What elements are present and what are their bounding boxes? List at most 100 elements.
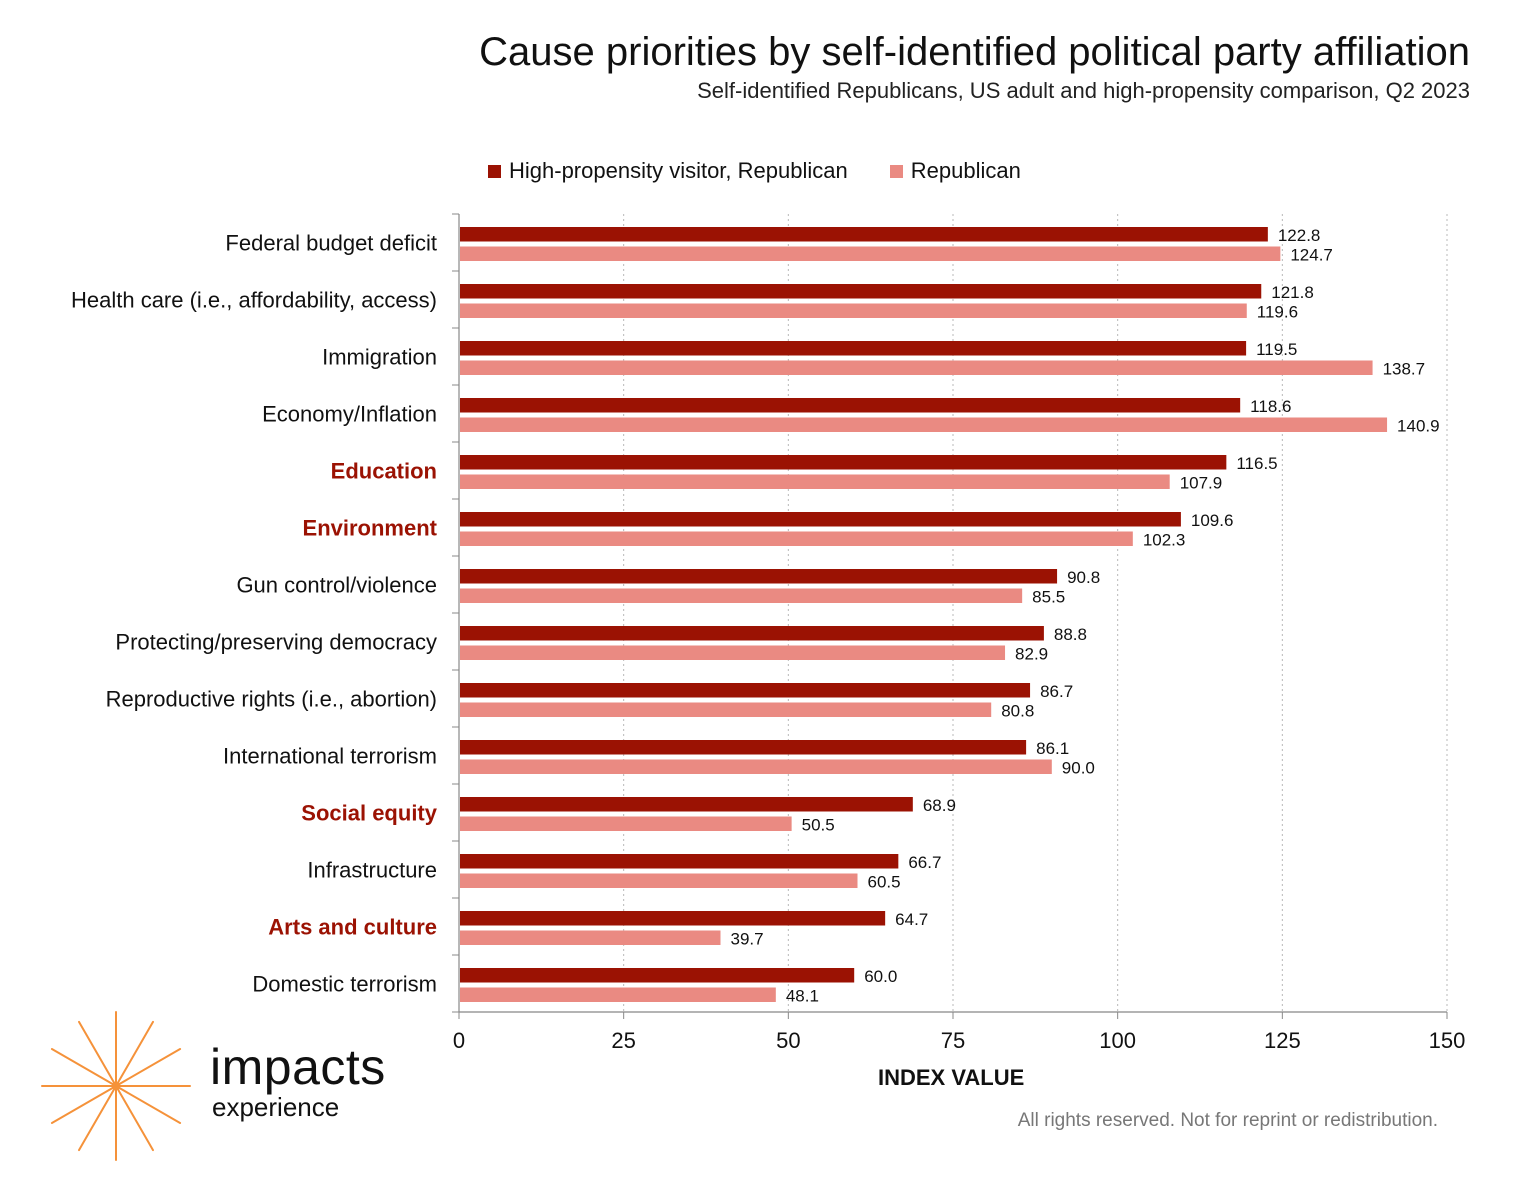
copyright-footer: All rights reserved. Not for reprint or … [1017,1110,1438,1131]
bar-high-propensity [460,227,1268,242]
data-label: 39.7 [730,930,763,949]
starburst-ray [50,1048,117,1087]
bar-high-propensity [460,911,886,926]
logo-subtext: experience [212,1092,340,1122]
bar-republican [460,759,1052,774]
data-label: 138.7 [1383,360,1426,379]
category-label: Federal budget deficit [225,231,437,256]
bar-high-propensity [460,797,913,812]
bar-republican [460,930,721,945]
data-label: 68.9 [923,796,956,815]
bar-republican [460,645,1006,660]
category-label: Reproductive rights (i.e., abortion) [106,687,437,712]
data-label: 122.8 [1278,226,1321,245]
logo-wordmark: impacts [210,1039,386,1095]
x-tick-label: 125 [1264,1028,1301,1053]
bar-high-propensity [460,398,1241,413]
legend: High-propensity visitor, Republican Repu… [488,158,1021,184]
bar-republican [460,588,1023,603]
category-label: Infrastructure [307,858,437,883]
data-label: 60.5 [867,873,900,892]
bar-high-propensity [460,683,1031,698]
data-label: 119.5 [1256,340,1297,359]
legend-swatch-high-propensity [488,164,501,178]
data-label: 60.0 [864,967,897,986]
bar-high-propensity [460,341,1247,356]
starburst-ray [115,1048,182,1087]
bar-republican [460,360,1373,375]
data-label: 140.9 [1397,417,1440,436]
bar-republican [460,702,992,717]
starburst-ray [115,1085,182,1124]
data-label: 86.1 [1036,739,1069,758]
bar-republican [460,246,1281,261]
category-label: Social equity [301,801,437,826]
category-label: Education [331,459,437,484]
category-label: Protecting/preserving democracy [115,630,437,655]
starburst-ray [50,1085,117,1124]
data-label: 107.9 [1180,474,1223,493]
bar-republican [460,303,1247,318]
category-label: Immigration [322,345,437,370]
legend-item-republican: Republican [889,158,1021,184]
bar-republican [460,531,1133,546]
starburst-ray [115,1020,154,1087]
data-label: 119.6 [1257,303,1298,322]
legend-item-high-propensity: High-propensity visitor, Republican [488,158,848,184]
bar-high-propensity [460,284,1262,299]
bar-high-propensity [460,854,899,869]
category-label: Health care (i.e., affordability, access… [71,288,437,313]
category-label: Gun control/violence [236,573,437,598]
data-label: 48.1 [786,987,819,1006]
data-label: 90.0 [1062,759,1095,778]
bar-republican [460,816,792,831]
bar-high-propensity [460,569,1058,584]
legend-label-republican: Republican [910,158,1021,183]
starburst-ray [78,1020,117,1087]
data-label: 124.7 [1290,246,1333,265]
starburst-ray [115,1085,154,1152]
data-label: 90.8 [1067,568,1100,587]
bar-high-propensity [460,740,1027,755]
x-tick-label: 50 [776,1028,800,1053]
bar-high-propensity [460,455,1227,470]
legend-swatch-republican [889,164,903,178]
data-label: 121.8 [1271,283,1314,302]
data-label: 86.7 [1040,682,1073,701]
x-tick-label: 100 [1099,1028,1136,1053]
chart-subtitle: Self-identified Republicans, US adult an… [697,78,1470,103]
category-label: Arts and culture [268,915,437,940]
x-tick-label: 150 [1429,1028,1466,1053]
bar-high-propensity [460,512,1181,527]
data-label: 80.8 [1001,702,1034,721]
chart-title: Cause priorities by self-identified poli… [479,30,1470,74]
category-label: Economy/Inflation [262,402,437,427]
data-label: 82.9 [1015,645,1048,664]
data-label: 85.5 [1032,588,1065,607]
bar-high-propensity [460,626,1044,641]
starburst-ray [78,1085,117,1152]
category-label: International terrorism [223,744,437,769]
bar-republican [460,987,776,1002]
starburst-icon [41,1011,191,1161]
x-tick-label: 75 [941,1028,965,1053]
data-label: 50.5 [802,816,835,835]
data-label: 102.3 [1143,531,1186,550]
data-label: 118.6 [1250,397,1291,416]
bar-republican [460,417,1388,432]
data-label: 116.5 [1236,454,1277,473]
category-label: Environment [303,516,438,541]
x-axis-title: INDEX VALUE [878,1065,1025,1090]
x-tick-label: 25 [611,1028,635,1053]
bar-republican [460,474,1170,489]
legend-label-high-propensity: High-propensity visitor, Republican [509,158,848,183]
data-label: 64.7 [895,910,928,929]
data-label: 109.6 [1191,511,1234,530]
data-label: 66.7 [908,853,941,872]
bar-high-propensity [460,968,855,983]
bar-republican [460,873,858,888]
x-tick-label: 0 [453,1028,465,1053]
category-label: Domestic terrorism [252,972,437,997]
data-label: 88.8 [1054,625,1087,644]
